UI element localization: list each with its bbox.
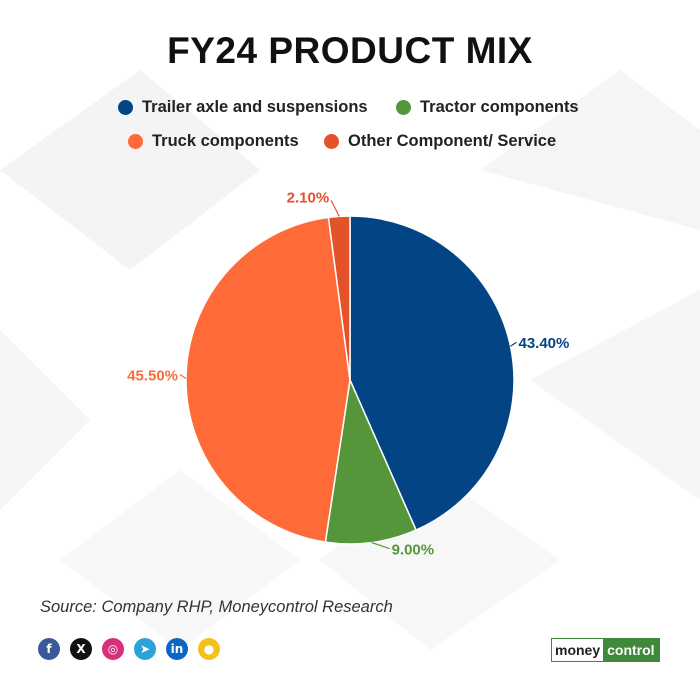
legend-label: Tractor components: [420, 98, 579, 116]
slice-truck: [185, 216, 351, 543]
legend-label: Other Component/ Service: [348, 132, 557, 150]
legend-item-tractor: Tractor components: [396, 98, 579, 117]
legend-item-trailer: Trailer axle and suspensions: [118, 98, 368, 117]
chart-title: FY24 PRODUCT MIX: [167, 30, 533, 71]
telegram-icon[interactable]: ➤: [134, 638, 156, 660]
source-note: Source: Company RHP, Moneycontrol Resear…: [40, 598, 393, 616]
legend-dot: [128, 134, 143, 149]
logo-part-2: control: [603, 639, 659, 661]
legend-item-other: Other Component/ Service: [324, 132, 556, 151]
legend-label: Truck components: [152, 132, 299, 150]
moneycontrol-logo: money control: [551, 638, 660, 662]
leader-line: [510, 341, 517, 347]
social-links: f X ◎ ➤ in ●: [38, 638, 220, 660]
leader-line: [179, 373, 187, 379]
facebook-icon[interactable]: f: [38, 638, 60, 660]
leader-line: [330, 200, 340, 217]
legend-item-truck: Truck components: [128, 132, 299, 151]
label-other-value: 2.10%: [287, 189, 330, 206]
label-tractor-value: 9.00%: [392, 542, 435, 559]
linkedin-icon[interactable]: in: [166, 638, 188, 660]
slice-other: [327, 215, 351, 381]
instagram-icon[interactable]: ◎: [102, 638, 124, 660]
slice-tractor: [324, 377, 418, 545]
logo-part-1: money: [552, 639, 604, 661]
legend-dot: [324, 134, 339, 149]
legend: Trailer axle and suspensions Tractor com…: [0, 98, 700, 168]
legend-dot: [118, 100, 133, 115]
koo-icon[interactable]: ●: [198, 638, 220, 660]
label-trailer-value: 43.40%: [518, 335, 569, 352]
legend-label: Trailer axle and suspensions: [142, 98, 368, 116]
label-truck-value: 45.50%: [127, 367, 178, 384]
x-icon[interactable]: X: [70, 638, 92, 660]
legend-dot: [396, 100, 411, 115]
leader-line: [371, 542, 390, 550]
